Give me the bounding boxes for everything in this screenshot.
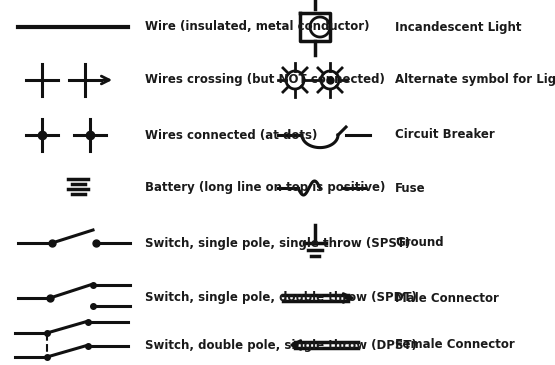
Text: Wire (insulated, metal conductor): Wire (insulated, metal conductor) [145,20,370,34]
Text: Switch, single pole, single throw (SPST): Switch, single pole, single throw (SPST) [145,237,410,250]
Text: Wires connected (at dots): Wires connected (at dots) [145,128,317,142]
Text: Battery (long line on top is positive): Battery (long line on top is positive) [145,181,385,195]
Text: Wires crossing (but NOT connected): Wires crossing (but NOT connected) [145,73,385,87]
Text: Male Connector: Male Connector [395,292,499,304]
Text: Switch, double pole, single throw (DPST): Switch, double pole, single throw (DPST) [145,338,417,351]
Text: Ground: Ground [395,237,443,250]
Text: Female Connector: Female Connector [395,338,514,351]
Text: Incandescent Light: Incandescent Light [395,20,522,34]
Text: Fuse: Fuse [395,181,426,195]
Text: Alternate symbol for Light: Alternate symbol for Light [395,73,555,87]
Text: Switch, single pole, double throw (SPDT): Switch, single pole, double throw (SPDT) [145,292,417,304]
Text: Circuit Breaker: Circuit Breaker [395,128,495,142]
